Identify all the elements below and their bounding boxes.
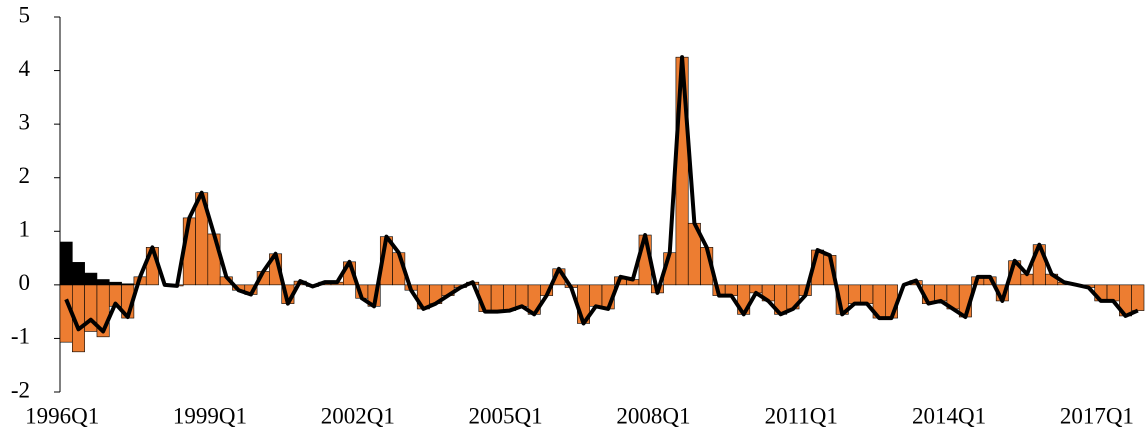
x-tick-label: 2005Q1 [469,403,543,428]
x-tick-label: 2002Q1 [321,403,395,428]
bar [1131,284,1145,311]
x-tick-label: 2008Q1 [616,403,690,428]
y-tick-label: 5 [19,2,31,27]
bar [1106,284,1120,302]
y-tick-label: 1 [19,217,31,242]
bar [490,284,504,312]
bar [59,241,73,286]
x-tick-label: 2014Q1 [912,403,986,428]
bar [934,284,948,302]
bar [96,279,110,286]
x-tick-label: 2017Q1 [1060,403,1134,428]
line [64,55,1139,334]
x-tick-label: 2011Q1 [765,403,838,428]
bar [84,272,98,286]
bar [589,284,603,307]
bar [860,284,874,304]
x-tick-label: 1996Q1 [25,403,99,428]
y-tick-label: 0 [19,270,31,295]
y-tick-label: 4 [19,56,31,81]
y-tick-label: 3 [19,109,31,134]
x-tick-label: 1999Q1 [173,403,247,428]
bar [121,283,135,286]
bar [848,284,861,304]
y-tick-label: -1 [11,324,30,349]
bar [108,281,122,286]
bar [503,284,517,311]
y-tick-label: -2 [11,377,30,402]
y-tick-label: 2 [19,163,31,188]
bar [515,284,529,307]
bar [72,262,85,286]
bar [207,233,221,286]
